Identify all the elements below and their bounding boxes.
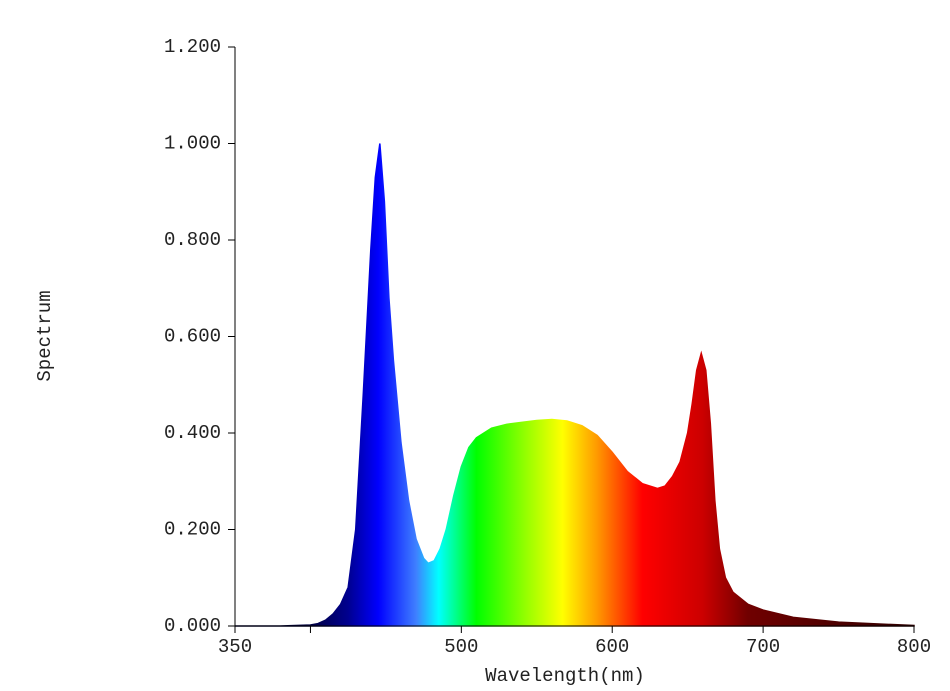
x-tick-label: 700 [746, 636, 780, 658]
x-tick-label: 800 [897, 636, 931, 658]
y-tick-label: 0.200 [164, 519, 221, 541]
y-tick-label: 1.000 [164, 133, 221, 155]
y-tick-label: 1.200 [164, 36, 221, 58]
x-axis-label: Wavelength(nm) [485, 665, 645, 687]
y-tick-label: 0.400 [164, 422, 221, 444]
y-tick-label: 0.800 [164, 229, 221, 251]
y-axis-label: Spectrum [34, 290, 56, 381]
x-tick-label: 350 [218, 636, 252, 658]
y-tick-label: 0.600 [164, 326, 221, 348]
x-tick-label: 500 [444, 636, 478, 658]
x-tick-label: 600 [595, 636, 629, 658]
spectrum-area [235, 143, 915, 627]
y-tick-label: 0.000 [164, 615, 221, 637]
